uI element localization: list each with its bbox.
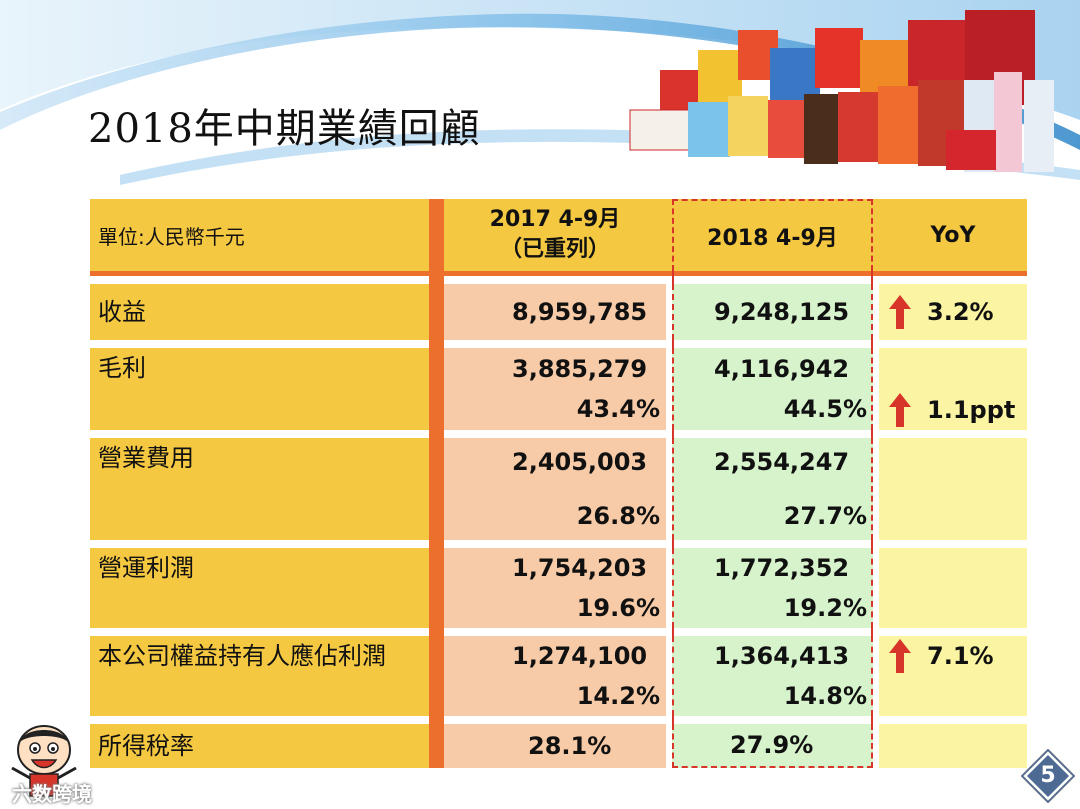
yoy-value: 3.2%	[927, 298, 994, 326]
pct-2017: 19.6%	[576, 594, 660, 622]
value-2018: 9,248,125	[714, 298, 850, 326]
pct-2018: 44.5%	[783, 395, 867, 423]
mascot-icon	[11, 725, 77, 797]
diamond-badge-icon	[1021, 749, 1075, 803]
table-row: 本公司權益持有人應佔利潤 1,274,100 14.2% 1,364,413 14.…	[90, 636, 1027, 716]
pct-2018: 27.7%	[783, 502, 867, 530]
page-title: 2018年中期業績回顧	[88, 106, 481, 152]
pct-2017: 26.8%	[576, 502, 660, 530]
up-arrow-icon	[889, 393, 911, 427]
table-row: 毛利 3,885,279 43.4% 4,116,942 44.5% 1.1ppt	[90, 348, 1027, 430]
watermark-text: 六数跨境	[12, 782, 92, 806]
col-yoy-header: YoY	[879, 199, 1027, 271]
col-2018-header: 2018 4-9月	[672, 199, 873, 271]
value-2018: 27.9%	[730, 731, 814, 759]
col-2017-header: 2017 4-9月 （已重列）	[444, 199, 666, 271]
table-row: 所得稅率 28.1% 27.9%	[90, 724, 1027, 768]
value-2018: 1,364,413	[714, 642, 850, 670]
yoy-value: 1.1ppt	[927, 396, 1016, 424]
value-2017: 3,885,279	[512, 355, 648, 383]
pct-2017: 43.4%	[576, 395, 660, 423]
table-header-row: 單位:人民幣千元 2017 4-9月 （已重列） 2018 4-9月 YoY	[90, 199, 1027, 271]
row-label: 毛利	[98, 354, 146, 382]
table-row: 收益 8,959,785 9,248,125 3.2%	[90, 284, 1027, 340]
up-arrow-icon	[889, 295, 911, 329]
row-label: 營運利潤	[98, 554, 194, 582]
value-2017: 8,959,785	[512, 298, 648, 326]
row-label: 收益	[98, 298, 146, 326]
page-number: 5	[1040, 763, 1056, 788]
value-2018: 1,772,352	[714, 554, 850, 582]
yoy-value: 7.1%	[927, 642, 994, 670]
value-2018: 4,116,942	[714, 355, 850, 383]
row-label: 本公司權益持有人應佔利潤	[98, 642, 386, 670]
value-2017: 1,274,100	[512, 642, 648, 670]
value-2017: 2,405,003	[512, 448, 648, 476]
up-arrow-icon	[889, 639, 911, 673]
value-2017: 1,754,203	[512, 554, 648, 582]
row-label: 營業費用	[98, 444, 194, 472]
table-row: 營運利潤 1,754,203 19.6% 1,772,352 19.2%	[90, 548, 1027, 628]
product-collage-image	[629, 10, 1054, 172]
value-2017: 28.1%	[528, 732, 612, 760]
table-row: 營業費用 2,405,003 26.8% 2,554,247 27.7%	[90, 438, 1027, 540]
pct-2018: 14.8%	[783, 682, 867, 710]
financial-results-table: 單位:人民幣千元 2017 4-9月 （已重列） 2018 4-9月 YoY 收…	[90, 199, 1027, 768]
row-label: 所得稅率	[98, 732, 194, 760]
pct-2018: 19.2%	[783, 594, 867, 622]
unit-label: 單位:人民幣千元	[90, 199, 429, 271]
value-2018: 2,554,247	[714, 448, 850, 476]
pct-2017: 14.2%	[576, 682, 660, 710]
